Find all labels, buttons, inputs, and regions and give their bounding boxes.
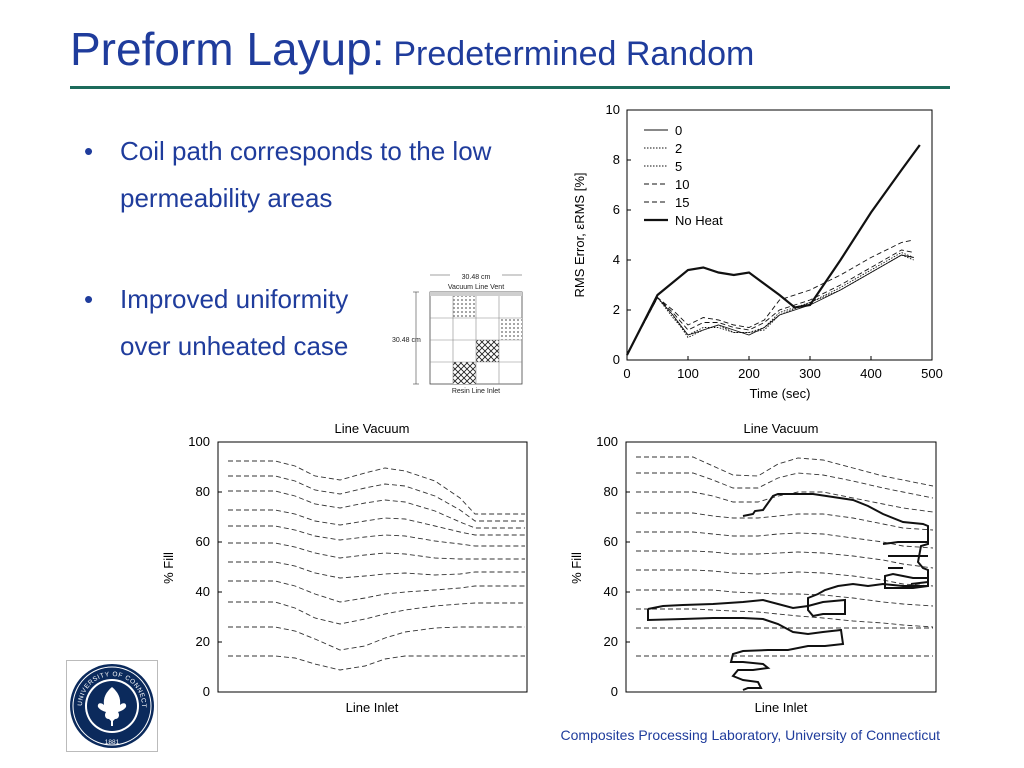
legend-label: 0 — [675, 123, 682, 138]
bullet-icon: • — [84, 284, 94, 314]
y-tick-label: 60 — [196, 534, 210, 549]
y-tick-label: 60 — [604, 534, 618, 549]
title-main: Preform Layup: — [70, 23, 385, 75]
x-tick-label: 200 — [738, 366, 760, 381]
y-tick-label: 80 — [604, 484, 618, 499]
diagram-width-label: 30.48 cm — [462, 274, 491, 281]
y-axis-label: RMS Error, εRMS [%] — [572, 173, 587, 298]
seal-year: 1881 — [105, 739, 120, 746]
university-seal-logo: UNIVERSITY OF CONNECTICUT 1881 — [66, 660, 158, 752]
y-tick-label: 4 — [613, 252, 620, 267]
layup-diagram: 30.48 cm Vacuum Line Vent 30.48 cm Resin… — [392, 274, 523, 395]
x-tick-label: 400 — [860, 366, 882, 381]
y-tick-label: 40 — [196, 584, 210, 599]
y-axis-label: % Fill — [161, 552, 176, 584]
y-tick-label: 20 — [604, 634, 618, 649]
legend-label: 10 — [675, 177, 689, 192]
bullet-list: • Coil path corresponds to the low perme… — [84, 128, 530, 370]
bullet-icon: • — [84, 136, 94, 166]
series-line — [626, 239, 914, 356]
y-tick-label: 80 — [196, 484, 210, 499]
x-tick-label: 500 — [921, 366, 943, 381]
bullet-item: • Improved uniformity over unheated case — [84, 276, 530, 370]
y-tick-label: 0 — [613, 352, 620, 367]
heated-flow-front — [647, 493, 929, 691]
diagram-height-label: 30.48 cm — [392, 337, 421, 344]
chart-bottom-label: Line Inlet — [755, 700, 808, 715]
y-tick-label: 0 — [203, 684, 210, 699]
chart-top-label: Line Vacuum — [335, 421, 410, 436]
series-line — [626, 249, 914, 356]
series-line — [626, 254, 914, 356]
rms-error-chart: 0 100 200 300 400 500 0 2 4 6 8 10 0 2 5 10 15 No Heat T… — [572, 102, 943, 401]
y-axis-label: % Fill — [569, 552, 584, 584]
x-tick-label: 0 — [623, 366, 630, 381]
y-tick-label: 100 — [596, 434, 618, 449]
fill-contour-chart-right: 0 20 40 60 80 100 Line Vacuum Line Inlet % Fi… — [569, 421, 937, 715]
legend-label: 2 — [675, 141, 682, 156]
x-tick-label: 300 — [799, 366, 821, 381]
slide-title: Preform Layup: Predetermined Random — [70, 22, 754, 76]
diagram-bottom-label: Resin Line Inlet — [452, 388, 500, 395]
series-line — [626, 144, 921, 356]
y-tick-label: 2 — [613, 302, 620, 317]
y-tick-label: 40 — [604, 584, 618, 599]
legend-label: 15 — [675, 195, 689, 210]
y-tick-label: 10 — [606, 102, 620, 117]
fill-front-lines — [228, 460, 525, 671]
title-divider — [70, 86, 950, 89]
bullet-item: • Coil path corresponds to the low perme… — [84, 128, 530, 222]
y-tick-label: 6 — [613, 202, 620, 217]
title-sub: Predetermined Random — [393, 35, 755, 73]
x-axis-label: Time (sec) — [750, 386, 811, 401]
y-tick-label: 0 — [611, 684, 618, 699]
y-tick-label: 100 — [188, 434, 210, 449]
legend-label: No Heat — [675, 213, 723, 228]
legend-label: 5 — [675, 159, 682, 174]
diagram-top-label: Vacuum Line Vent — [448, 284, 504, 291]
x-tick-label: 100 — [677, 366, 699, 381]
series-line — [626, 252, 914, 356]
y-tick-label: 8 — [613, 152, 620, 167]
chart-bottom-label: Line Inlet — [346, 700, 399, 715]
bullet-text: Coil path corresponds to the low permeab… — [120, 136, 492, 213]
fill-contour-chart-left: 0 20 40 60 80 100 Line Vacuum Line Inlet % Fi… — [161, 421, 528, 715]
chart-top-label: Line Vacuum — [744, 421, 819, 436]
y-tick-label: 20 — [196, 634, 210, 649]
footer-credit: Composites Processing Laboratory, Univer… — [560, 727, 940, 743]
bullet-text: Improved uniformity over unheated case — [120, 284, 349, 361]
oak-leaf-icon — [97, 687, 127, 726]
